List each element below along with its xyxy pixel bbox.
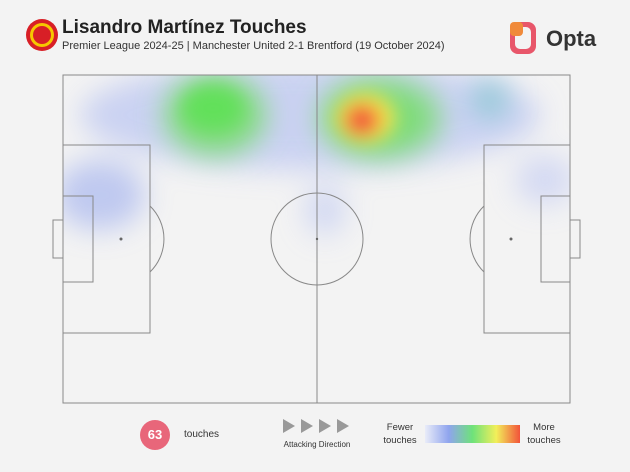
title: Lisandro Martínez Touches [62,17,307,38]
legend-low: Fewer touches [383,422,417,446]
touch-count: 63 [147,427,163,442]
legend-high: More touches [527,422,561,446]
brand: Opta [546,26,597,51]
direction-label: Attacking Direction [283,440,351,449]
center-spot [315,237,319,241]
touch-label: touches [184,429,220,440]
club-crest [26,19,58,51]
penalty-spot [509,237,513,241]
opta-logo [510,22,536,54]
penalty-spot [119,237,123,241]
legend-gradient [425,425,520,443]
touch-badge [140,420,170,450]
direction-arrows [283,419,349,433]
heatmap [63,75,570,235]
subtitle: Premier League 2024-25 | Manchester Unit… [62,40,445,52]
